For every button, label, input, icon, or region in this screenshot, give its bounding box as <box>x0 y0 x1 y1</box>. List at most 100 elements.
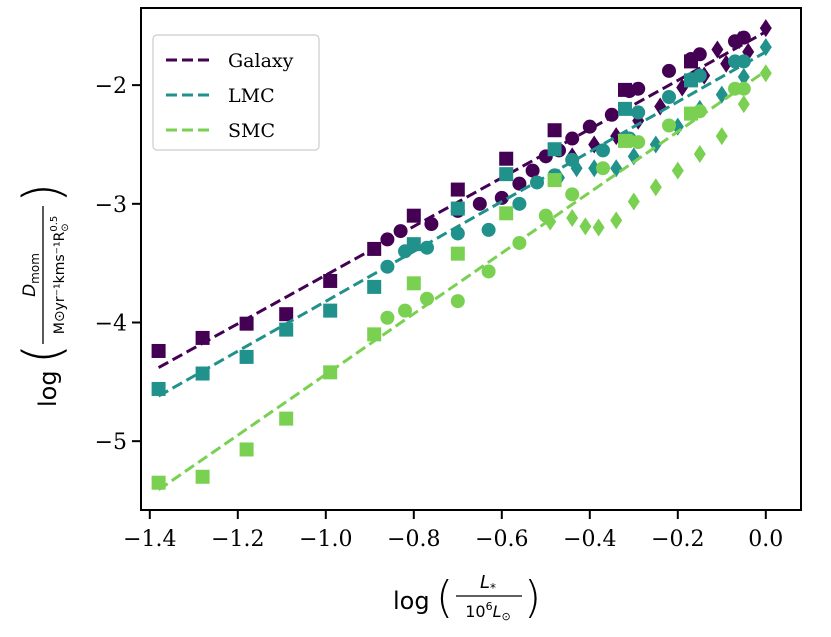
galaxy-circle-point <box>393 224 408 239</box>
galaxy-fit-line <box>157 30 767 369</box>
legend-label-smc: SMC <box>228 120 275 142</box>
smc-diamond-point <box>627 192 640 211</box>
x-tick-label: −0.4 <box>563 527 616 552</box>
galaxy-square-point <box>499 151 514 166</box>
lmc-diamond-point <box>715 85 728 104</box>
smc-square-point <box>279 411 294 426</box>
x-tick-label: −1.4 <box>123 527 176 552</box>
y-tick-label: −5 <box>95 430 127 455</box>
x-tick-label: −0.2 <box>651 527 704 552</box>
x-label-num-sub: * <box>490 581 496 595</box>
galaxy-square-point <box>151 343 166 358</box>
lmc-circle-point <box>481 222 496 237</box>
lmc-square-point <box>323 303 338 318</box>
lmc-circle-point <box>530 175 544 190</box>
smc-diamond-point <box>759 64 772 83</box>
galaxy-circle-point <box>604 107 619 122</box>
x-label-numerator: L* <box>480 572 496 595</box>
legend: Galaxy LMC SMC <box>152 34 320 151</box>
galaxy-circle-point <box>525 163 540 178</box>
legend-box <box>152 34 320 151</box>
x-label-den-var: L <box>493 602 502 621</box>
smc-square-point <box>406 276 421 291</box>
smc-square-point <box>547 173 562 188</box>
y-tick-label: −3 <box>95 193 127 218</box>
galaxy-circle-point <box>565 131 580 146</box>
galaxy-square-point <box>367 241 382 256</box>
lmc-square-point <box>499 167 514 182</box>
galaxy-circle-point <box>472 196 487 211</box>
lmc-circle-point <box>596 143 610 158</box>
galaxy-circle-point <box>662 63 676 78</box>
galaxy-square-point <box>450 182 465 197</box>
smc-circle-point <box>596 161 610 176</box>
smc-diamond-point <box>693 144 706 163</box>
legend-label-galaxy: Galaxy <box>228 50 294 72</box>
y-label-rparen: ) <box>13 183 73 203</box>
x-label-denominator: 106L⊙ <box>465 600 511 623</box>
smc-circle-point <box>398 303 412 318</box>
x-tick-label: 0.0 <box>748 527 783 552</box>
smc-square-point <box>367 327 382 342</box>
lmc-square-point <box>151 381 166 396</box>
x-label-rparen: ) <box>524 572 541 623</box>
smc-diamond-point <box>592 218 605 237</box>
y-label-numerator: Dmom <box>20 253 42 297</box>
legend-label-lmc: LMC <box>228 85 275 107</box>
y-label-denominator: M⊙yr⁻¹kms⁻¹R0.5⊙ <box>49 216 71 335</box>
smc-diamond-point <box>671 161 684 180</box>
smc-circle-point <box>380 310 395 325</box>
smc-diamond-point <box>649 178 662 197</box>
plot-frame <box>140 7 802 511</box>
x-label-den-sup: 6 <box>486 600 493 613</box>
lmc-circle-point <box>512 196 527 211</box>
lmc-circle-point <box>736 54 751 69</box>
lmc-square-point <box>450 201 465 216</box>
lmc-diamond-point <box>610 159 623 178</box>
y-label-den-sup: 0.5 <box>49 216 60 232</box>
chart-marks <box>151 19 772 492</box>
smc-square-point <box>323 365 338 380</box>
smc-square-point <box>450 246 465 261</box>
x-tick-label: −0.8 <box>387 527 440 552</box>
smc-square-point <box>499 206 514 221</box>
smc-circle-point <box>631 135 646 150</box>
lmc-diamond-point <box>570 159 583 178</box>
lmc-square-point <box>367 279 382 294</box>
lmc-circle-point <box>398 244 412 259</box>
galaxy-square-point <box>195 330 210 345</box>
smc-diamond-point <box>544 212 557 231</box>
lmc-fit-line <box>157 50 767 398</box>
lmc-square-point <box>195 366 210 381</box>
lmc-square-point <box>547 142 562 157</box>
y-label-lparen: ( <box>13 344 73 364</box>
galaxy-circle-point <box>494 190 509 205</box>
x-axis-label: log(L*106L⊙) <box>393 572 541 623</box>
smc-circle-point <box>450 294 465 309</box>
galaxy-circle-point <box>380 232 395 247</box>
smc-fit-line <box>157 69 767 492</box>
lmc-diamond-point <box>737 67 750 86</box>
galaxy-square-point <box>406 208 421 223</box>
smc-diamond-point <box>579 217 592 236</box>
y-label-num-sub: mom <box>28 253 42 284</box>
x-label-lparen: ( <box>436 572 453 623</box>
galaxy-square-point <box>239 316 254 331</box>
lmc-circle-point <box>662 90 676 105</box>
y-axis-label: log (Dmom M⊙yr⁻¹kms⁻¹R0.5⊙) <box>13 183 73 407</box>
chart-axes: −1.4 −1.2 −1.0 −0.8 −0.6 −0.4 −0.2 0.0 −5 −4 −3 −2 <box>95 74 784 552</box>
y-label-den-sub: ⊙ <box>60 223 71 231</box>
galaxy-diamond-point <box>759 19 772 38</box>
galaxy-square-point <box>279 307 294 322</box>
smc-diamond-point <box>566 209 579 228</box>
smc-circle-point <box>692 104 707 119</box>
smc-circle-point <box>565 187 580 202</box>
lmc-circle-point <box>420 240 434 255</box>
smc-circle-point <box>420 291 434 306</box>
smc-diamond-point <box>610 211 623 230</box>
lmc-square-point <box>239 349 254 364</box>
smc-circle-point <box>662 118 676 133</box>
lmc-circle-point <box>631 105 646 120</box>
x-tick-label: −1.2 <box>211 527 264 552</box>
